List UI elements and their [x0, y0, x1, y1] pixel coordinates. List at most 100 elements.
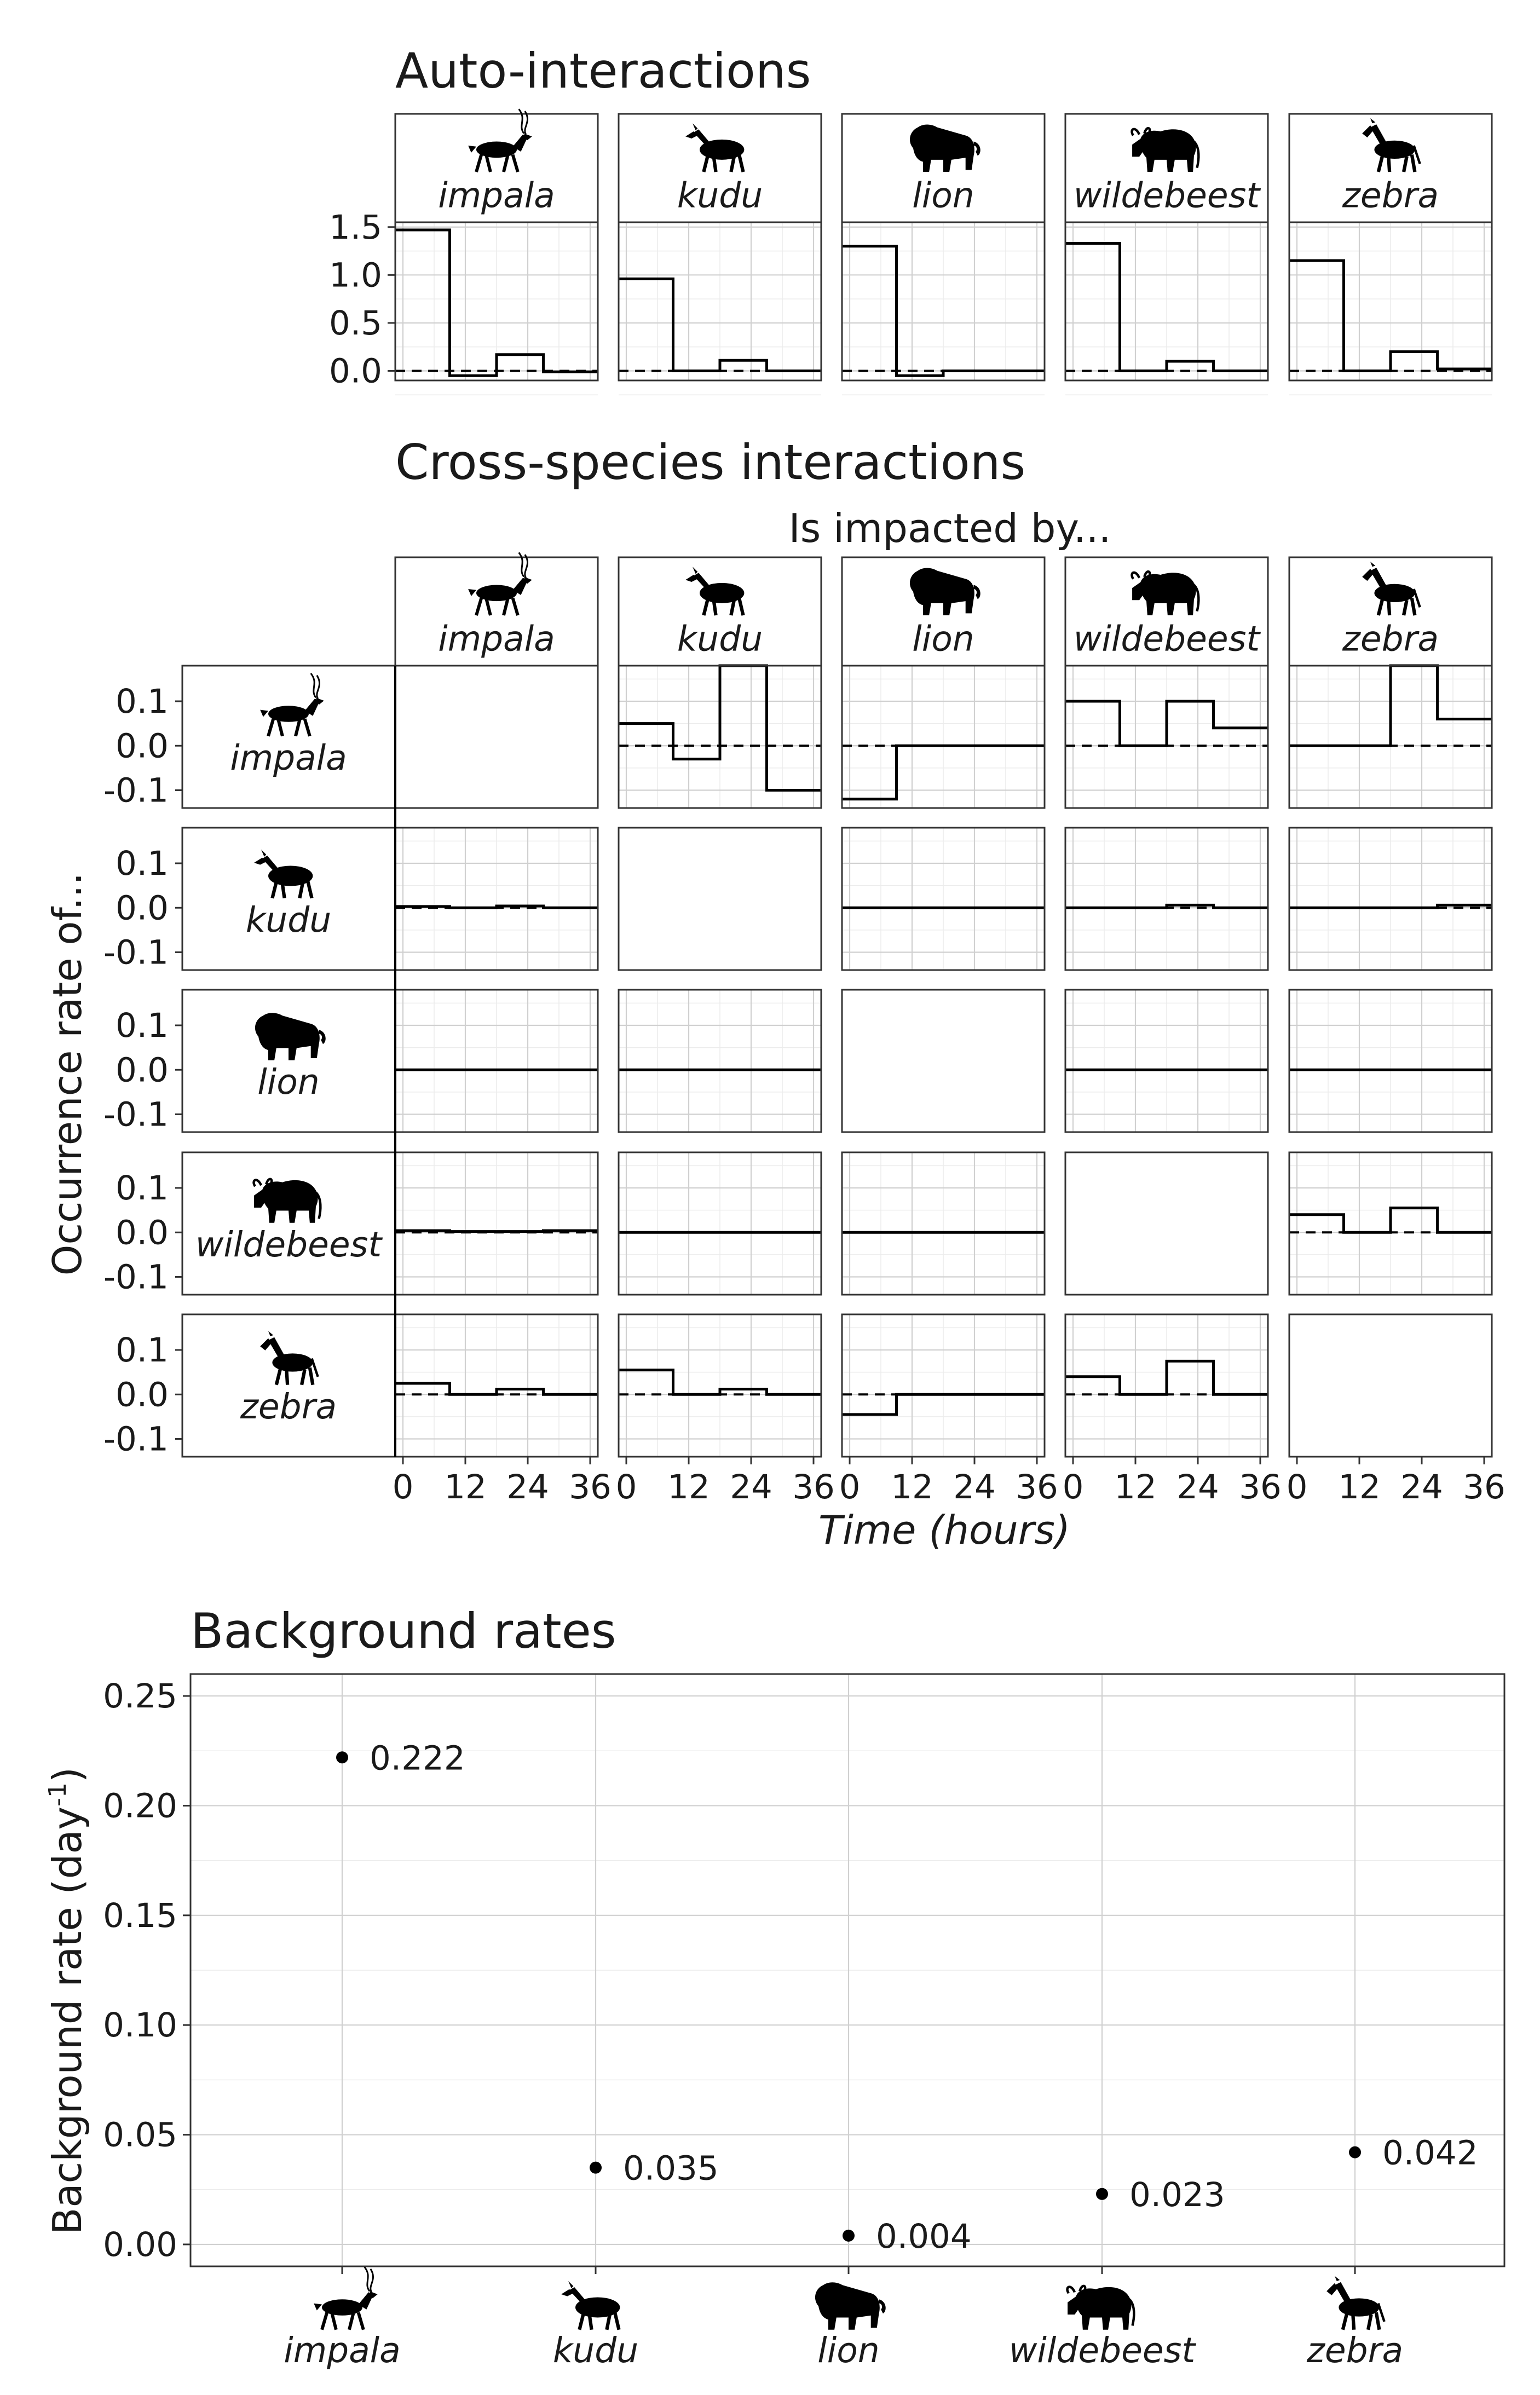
cross-y-tick: 0.0	[116, 1051, 169, 1089]
time-x-tick: 0	[1063, 1468, 1084, 1507]
background-y-tick: 0.05	[103, 2116, 177, 2155]
cross-column-strip-wildebeest: wildebeest	[1064, 556, 1269, 667]
zebra-silhouette-icon	[1362, 561, 1421, 616]
species-label-zebra: zebra	[1342, 619, 1439, 659]
auto-panel-zebra	[1288, 221, 1493, 396]
cross-column-strip-zebra: zebra	[1288, 556, 1493, 667]
background-point-wildebeest	[1096, 2188, 1108, 2200]
background-y-label-text: Background rate (day	[44, 1807, 90, 2235]
kudu-silhouette-icon	[561, 2281, 621, 2330]
kudu-silhouette-icon	[254, 849, 314, 899]
wildebeest-silhouette-icon	[252, 1178, 322, 1223]
background-y-label-exponent: -1	[44, 1782, 72, 1807]
time-x-tick: 12	[1114, 1468, 1157, 1507]
background-y-tick: 0.10	[103, 2006, 177, 2045]
row-label-lion: lion	[257, 1062, 319, 1102]
time-x-tick: 24	[730, 1468, 772, 1507]
row-strip-wildebeest: wildebeest	[181, 1151, 396, 1296]
background-y-axis-label: Background rate (day-1)	[44, 1767, 90, 2235]
lion-silhouette-icon	[255, 1013, 326, 1060]
species-label-kudu: kudu	[677, 175, 763, 215]
time-x-tick: 24	[1400, 1468, 1443, 1507]
time-axis-label: Time (hours)	[818, 1507, 1070, 1553]
time-x-tick: 36	[1016, 1468, 1058, 1507]
auto-y-tick: 1.0	[329, 256, 382, 295]
background-value-label-wildebeest: 0.023	[1129, 2175, 1225, 2214]
time-x-tick: 12	[667, 1468, 710, 1507]
cross-y-tick: -0.1	[103, 771, 169, 810]
background-point-lion	[843, 2229, 855, 2242]
background-y-tick: 0.00	[103, 2225, 177, 2264]
step-series	[395, 1229, 598, 1233]
species-label-impala: impala	[438, 619, 555, 659]
background-category-impala: impala	[284, 2330, 401, 2370]
cross-panel-empty-impala	[394, 665, 599, 809]
cross-y-tick: 0.0	[116, 1213, 169, 1252]
auto-panel-impala	[394, 221, 599, 396]
wildebeest-silhouette-icon	[1131, 127, 1200, 172]
step-series	[619, 1369, 821, 1396]
cross-panel-kudu-by-wildebeest	[1064, 827, 1269, 971]
step-series	[395, 228, 598, 377]
time-x-tick: 12	[444, 1468, 487, 1507]
cross-panel-kudu-by-zebra	[1288, 827, 1493, 971]
background-category-zebra: zebra	[1306, 2330, 1403, 2370]
background-category-lion: lion	[817, 2330, 879, 2370]
cross-y-tick: 0.0	[116, 1375, 169, 1414]
time-x-tick: 12	[1338, 1468, 1381, 1507]
auto-y-tick: 0.5	[329, 304, 382, 343]
wildebeest-silhouette-icon	[1066, 2284, 1135, 2330]
background-point-kudu	[590, 2161, 602, 2174]
cross-panel-impala-by-zebra	[1288, 664, 1493, 809]
background-y-tick: 0.15	[103, 1896, 177, 1935]
cross-panel-lion-by-impala	[394, 989, 599, 1133]
lion-silhouette-icon	[909, 568, 980, 616]
time-x-tick: 36	[1239, 1468, 1282, 1507]
cross-panel-empty-wildebeest	[1064, 1151, 1269, 1296]
auto-panel-kudu	[618, 221, 822, 396]
cross-y-tick: 0.1	[116, 682, 169, 721]
cross-panel-wildebeest-by-lion	[841, 1151, 1046, 1296]
cross-species-panels: impala kudu lion wildebeest zebra impala 0.1 0.…	[103, 552, 1506, 1507]
background-value-label-impala: 0.222	[370, 1739, 465, 1778]
background-y-tick: 0.25	[103, 1677, 177, 1716]
zebra-silhouette-icon	[1362, 118, 1421, 172]
species-label-wildebeest: wildebeest	[1074, 175, 1261, 215]
zebra-silhouette-icon	[1326, 2276, 1386, 2330]
cross-y-tick: 0.1	[116, 1331, 169, 1370]
background-value-label-kudu: 0.035	[623, 2149, 719, 2188]
auto-strip-lion: lion	[841, 113, 1046, 223]
step-series	[842, 744, 1045, 801]
cross-panel-impala-by-lion	[841, 665, 1046, 809]
cross-panel-zebra-by-kudu	[618, 1313, 822, 1458]
auto-y-tick: 0.0	[329, 351, 382, 390]
cross-y-tick: -0.1	[103, 1258, 169, 1297]
time-x-tick: 0	[1287, 1468, 1308, 1507]
species-label-kudu: kudu	[677, 619, 763, 659]
step-series	[842, 245, 1045, 377]
time-x-tick: 0	[393, 1468, 414, 1507]
cross-y-tick: -0.1	[103, 933, 169, 972]
impacted-by-label: Is impacted by...	[788, 505, 1111, 551]
cross-panel-empty-zebra	[1288, 1313, 1493, 1458]
row-strip-impala: impala	[181, 665, 396, 809]
cross-y-tick: 0.0	[116, 726, 169, 765]
cross-panel-impala-by-wildebeest	[1064, 665, 1269, 809]
background-value-label-lion: 0.004	[876, 2217, 972, 2256]
step-series	[619, 664, 821, 792]
row-strip-zebra: zebra	[181, 1313, 396, 1458]
row-strip-lion: lion	[181, 989, 396, 1133]
time-x-tick: 36	[792, 1468, 835, 1507]
step-series	[1289, 1207, 1492, 1234]
auto-interactions-title: Auto-interactions	[395, 43, 811, 99]
cross-panel-wildebeest-by-kudu	[618, 1151, 822, 1296]
cross-y-tick: 0.1	[116, 1169, 169, 1208]
cross-y-tick: 0.0	[116, 888, 169, 927]
auto-strip-impala: impala	[394, 108, 599, 223]
time-x-tick: 36	[1463, 1468, 1506, 1507]
species-label-impala: impala	[438, 175, 555, 215]
cross-column-strip-lion: lion	[841, 556, 1046, 667]
step-series	[1065, 1359, 1268, 1396]
impala-silhouette-icon	[314, 2266, 378, 2330]
